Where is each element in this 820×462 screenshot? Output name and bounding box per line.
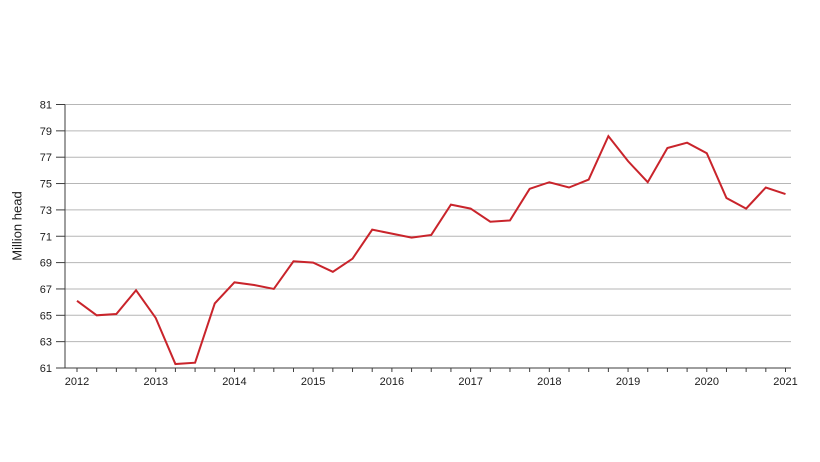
y-axis-title: Million head [9, 191, 25, 261]
y-tick-label: 81 [40, 100, 52, 112]
x-tick-label: 2014 [222, 376, 246, 388]
y-tick-label: 63 [40, 337, 52, 349]
x-tick-label: 2021 [773, 376, 797, 388]
x-tick-label: 2012 [65, 376, 89, 388]
x-tick-label: 2015 [301, 376, 325, 388]
x-tick-label: 2020 [695, 376, 719, 388]
y-tick-label: 71 [40, 231, 52, 243]
y-tick-label: 65 [40, 310, 52, 322]
y-tick-label: 61 [40, 363, 52, 375]
x-tick-label: 2019 [616, 376, 640, 388]
x-tick-label: 2016 [380, 376, 404, 388]
x-tick-label: 2013 [143, 376, 167, 388]
y-tick-label: 69 [40, 258, 52, 270]
y-tick-label: 67 [40, 284, 52, 296]
data-line [76, 134, 786, 366]
y-tick-label: 73 [40, 205, 52, 217]
y-tick-label: 79 [40, 126, 52, 138]
y-tick-label: 75 [40, 179, 52, 191]
y-tick-label: 77 [40, 152, 52, 164]
x-tick-label: 2018 [537, 376, 561, 388]
x-tick-label: 2017 [458, 376, 482, 388]
